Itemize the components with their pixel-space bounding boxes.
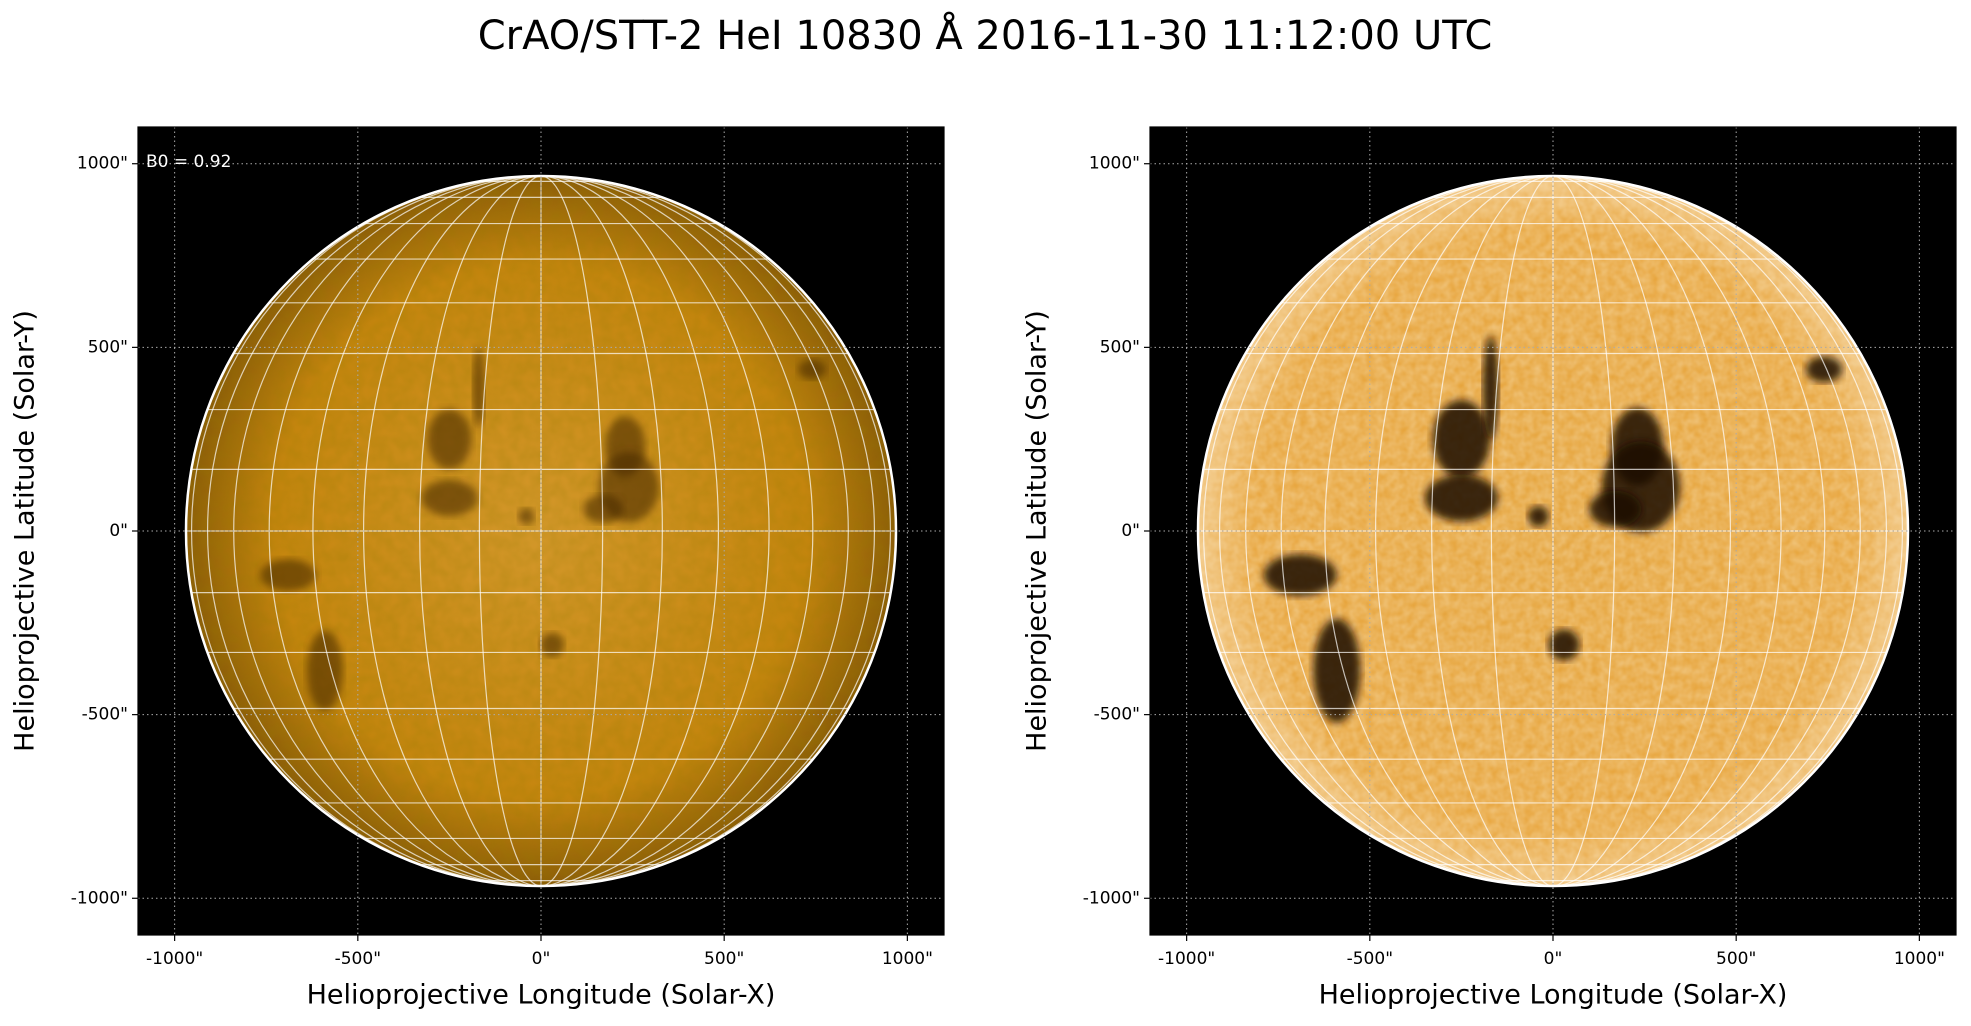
longitude-line [1552,175,1676,887]
dark-feature [306,630,343,711]
y-tick-label: -1000" [71,888,128,908]
y-tick-label: 1000" [77,154,128,174]
longitude-line [540,175,850,887]
longitude-line [540,175,664,887]
longitude-line [190,175,542,887]
y-tick-label: 0" [109,521,128,541]
dark-feature [798,359,827,380]
longitude-line [1202,175,1554,887]
x-tick-label: -1000" [1158,949,1215,969]
figure-title: CrAO/STT-2 HeI 10830 Å 2016-11-30 11:12:… [478,11,1493,59]
solar-disk [1197,175,1909,887]
x-tick-label: -500" [1347,949,1393,969]
dark-feature [421,479,478,516]
x-tick-label: 1000" [882,949,933,969]
dark-feature [539,632,564,657]
y-tick-label: -500" [1094,705,1140,725]
axes-frame [137,126,945,936]
longitude-line [540,175,814,887]
dark-feature [427,409,472,470]
x-tick-label: 0" [532,949,551,969]
longitude-line [1218,175,1554,887]
dark-feature [1313,618,1361,723]
longitude-line [1552,175,1888,887]
x-tick-label: 500" [704,949,744,969]
longitude-line [540,175,876,887]
y-tick-label: -1000" [1083,888,1140,908]
y-tick-label: 1000" [1089,154,1140,174]
dark-feature [1432,400,1491,479]
longitude-line [206,175,542,887]
longitude-line [1552,175,1862,887]
y-tick-label: 0" [1121,521,1140,541]
longitude-line [1552,175,1826,887]
dark-feature [583,494,624,523]
dark-feature [1805,356,1843,383]
y-tick-label: -500" [82,705,128,725]
longitude-line [418,175,542,887]
x-tick-label: -1000" [146,949,203,969]
x-tick-label: 1000" [1894,949,1945,969]
y-axis-label: Helioprojective Latitude (Solar-Y) [1022,310,1053,752]
annotation: B0 = 0.92 [146,152,231,172]
dark-feature [518,508,535,525]
x-axis-label: Helioprojective Longitude (Solar-X) [307,980,776,1011]
longitude-line [312,175,542,887]
longitude-line [1490,175,1554,887]
panel: -1000" -500" 0" 500" 1000" -1000" -500" 0" 500" 1… [10,126,945,1011]
dark-feature [472,347,485,428]
y-axis-label: Helioprojective Latitude (Solar-Y) [10,310,41,752]
limb [1196,174,1910,888]
y-tick-label: 500" [1100,337,1140,357]
panel: -1000" -500" 0" 500" 1000" -1000" -500" 0" 500" 1… [1022,126,1957,1011]
dark-feature [1425,474,1498,522]
solar-disk [185,175,897,887]
x-tick-label: -500" [335,949,381,969]
y-tick-label: 500" [88,337,128,357]
dark-feature [1527,505,1549,527]
dark-feature [1589,490,1642,528]
longitude-line [1430,175,1554,887]
axes-frame [1149,126,1957,936]
dark-feature [260,559,317,592]
longitude-line [478,175,542,887]
limb [184,174,898,888]
x-tick-label: 500" [1716,949,1756,969]
x-axis-label: Helioprojective Longitude (Solar-X) [1319,980,1788,1011]
longitude-line [1324,175,1554,887]
x-tick-label: 0" [1544,949,1563,969]
